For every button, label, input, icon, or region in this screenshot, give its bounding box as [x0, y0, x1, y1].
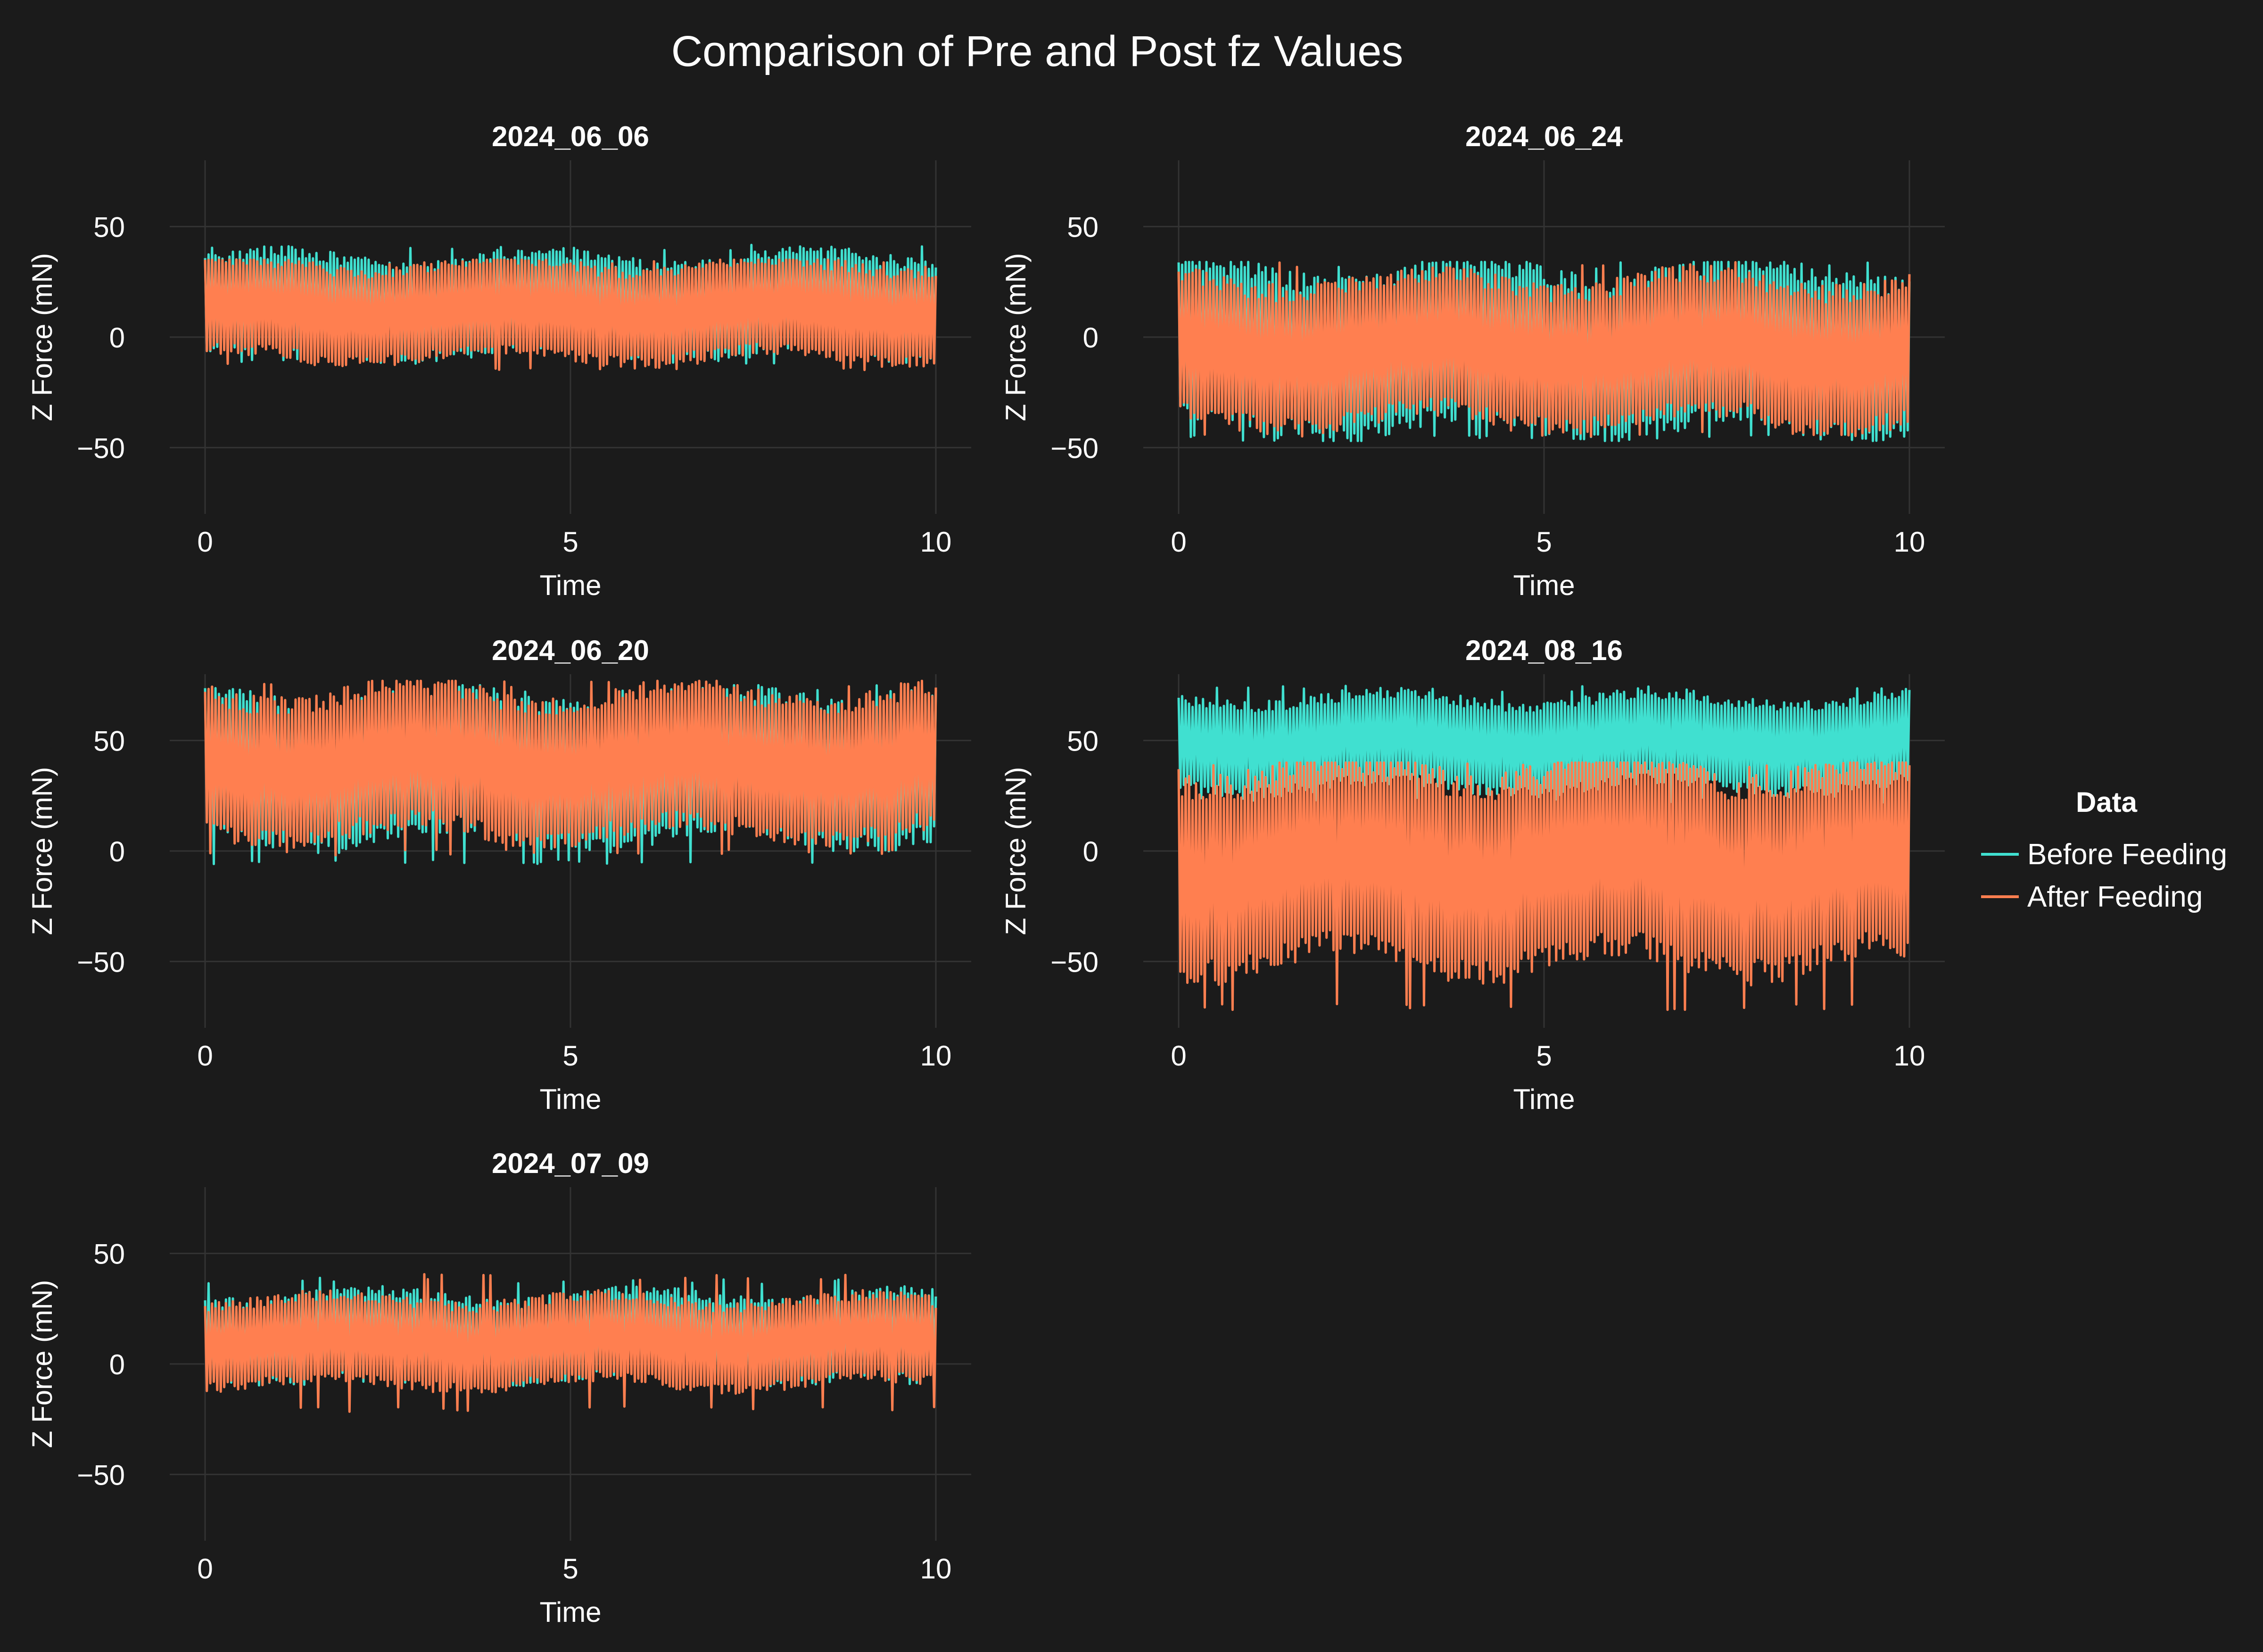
x-tick-label: 10 — [1894, 526, 1925, 558]
x-tick-label: 0 — [197, 1040, 213, 1072]
y-tick-label: 0 — [1083, 836, 1098, 867]
subplot-2024_06_24: 2024_06_24 50 0 −50 0 5 10 Time Z Force (mN) — [1000, 121, 1945, 601]
x-tick-label: 5 — [1536, 1040, 1552, 1072]
subplot-title: 2024_06_24 — [1465, 121, 1623, 152]
y-tick-label: 50 — [1067, 726, 1098, 757]
y-axis-label: Z Force (mN) — [1000, 767, 1032, 935]
series-after-feeding-line — [1177, 761, 1911, 1011]
y-tick-label: −50 — [77, 432, 125, 464]
y-tick-label: 0 — [109, 1349, 125, 1380]
subplot-2024_06_20: 2024_06_20 50 0 −50 0 5 10 Time Z Force (mN) — [26, 635, 971, 1115]
y-tick-label: 50 — [93, 212, 125, 243]
y-tick-label: −50 — [1050, 432, 1098, 464]
y-axis-label: Z Force (mN) — [26, 1280, 58, 1448]
y-tick-label: 50 — [93, 726, 125, 757]
subplot-title: 2024_06_06 — [492, 121, 649, 152]
y-tick-label: −50 — [1050, 946, 1098, 978]
subplot-title: 2024_08_16 — [1465, 635, 1623, 666]
x-tick-label: 10 — [920, 526, 952, 558]
x-axis-label: Time — [1513, 570, 1575, 601]
y-tick-label: −50 — [77, 1459, 125, 1491]
x-axis-label: Time — [539, 1596, 601, 1628]
x-axis-label: Time — [1513, 1083, 1575, 1115]
x-tick-label: 0 — [1171, 1040, 1186, 1072]
legend-label-after: After Feeding — [2027, 881, 2203, 913]
chart-title: Comparison of Pre and Post fz Values — [671, 27, 1404, 75]
subplot-2024_07_09: 2024_07_09 50 0 −50 0 5 10 Time Z Force (mN) — [26, 1148, 971, 1628]
series-after-feeding-line — [204, 258, 937, 372]
x-tick-label: 0 — [1171, 526, 1186, 558]
subplot-2024_06_06: 2024_06_06 50 0 −50 0 5 10 Time Z Force (mN) — [26, 121, 971, 601]
subplot-title: 2024_06_20 — [492, 635, 649, 666]
x-tick-label: 5 — [562, 1040, 578, 1072]
x-tick-label: 10 — [920, 1553, 952, 1585]
y-tick-label: 50 — [93, 1239, 125, 1270]
series-before-feeding-line — [1177, 261, 1911, 442]
y-axis-label: Z Force (mN) — [1000, 253, 1032, 421]
y-tick-label: 50 — [1067, 212, 1098, 243]
x-axis-label: Time — [539, 570, 601, 601]
x-tick-label: 0 — [197, 526, 213, 558]
x-tick-label: 5 — [562, 526, 578, 558]
legend-label-before: Before Feeding — [2027, 838, 2227, 871]
x-tick-label: 5 — [562, 1553, 578, 1585]
y-axis-label: Z Force (mN) — [26, 253, 58, 421]
series-after-feeding-line — [204, 1273, 937, 1413]
y-tick-label: 0 — [109, 322, 125, 354]
series-before-feeding-line — [204, 244, 937, 365]
x-tick-label: 10 — [920, 1040, 952, 1072]
series-after-feeding-line — [204, 679, 937, 857]
y-axis-label: Z Force (mN) — [26, 767, 58, 935]
y-tick-label: 0 — [109, 836, 125, 867]
subplot-title: 2024_07_09 — [492, 1148, 649, 1179]
y-tick-label: −50 — [77, 946, 125, 978]
subplot-2024_08_16: 2024_08_16 50 0 −50 0 5 10 Time Z Force (mN) — [1000, 635, 1945, 1115]
legend-title: Data — [2076, 786, 2138, 818]
x-tick-label: 10 — [1894, 1040, 1925, 1072]
x-tick-label: 5 — [1536, 526, 1552, 558]
y-tick-label: 0 — [1083, 322, 1098, 354]
series-after-feeding-line — [1177, 261, 1911, 438]
x-tick-label: 0 — [197, 1553, 213, 1585]
x-axis-label: Time — [539, 1083, 601, 1115]
legend: Data Before Feeding After Feeding — [1981, 786, 2227, 913]
series-before-feeding-line — [1177, 685, 1911, 804]
